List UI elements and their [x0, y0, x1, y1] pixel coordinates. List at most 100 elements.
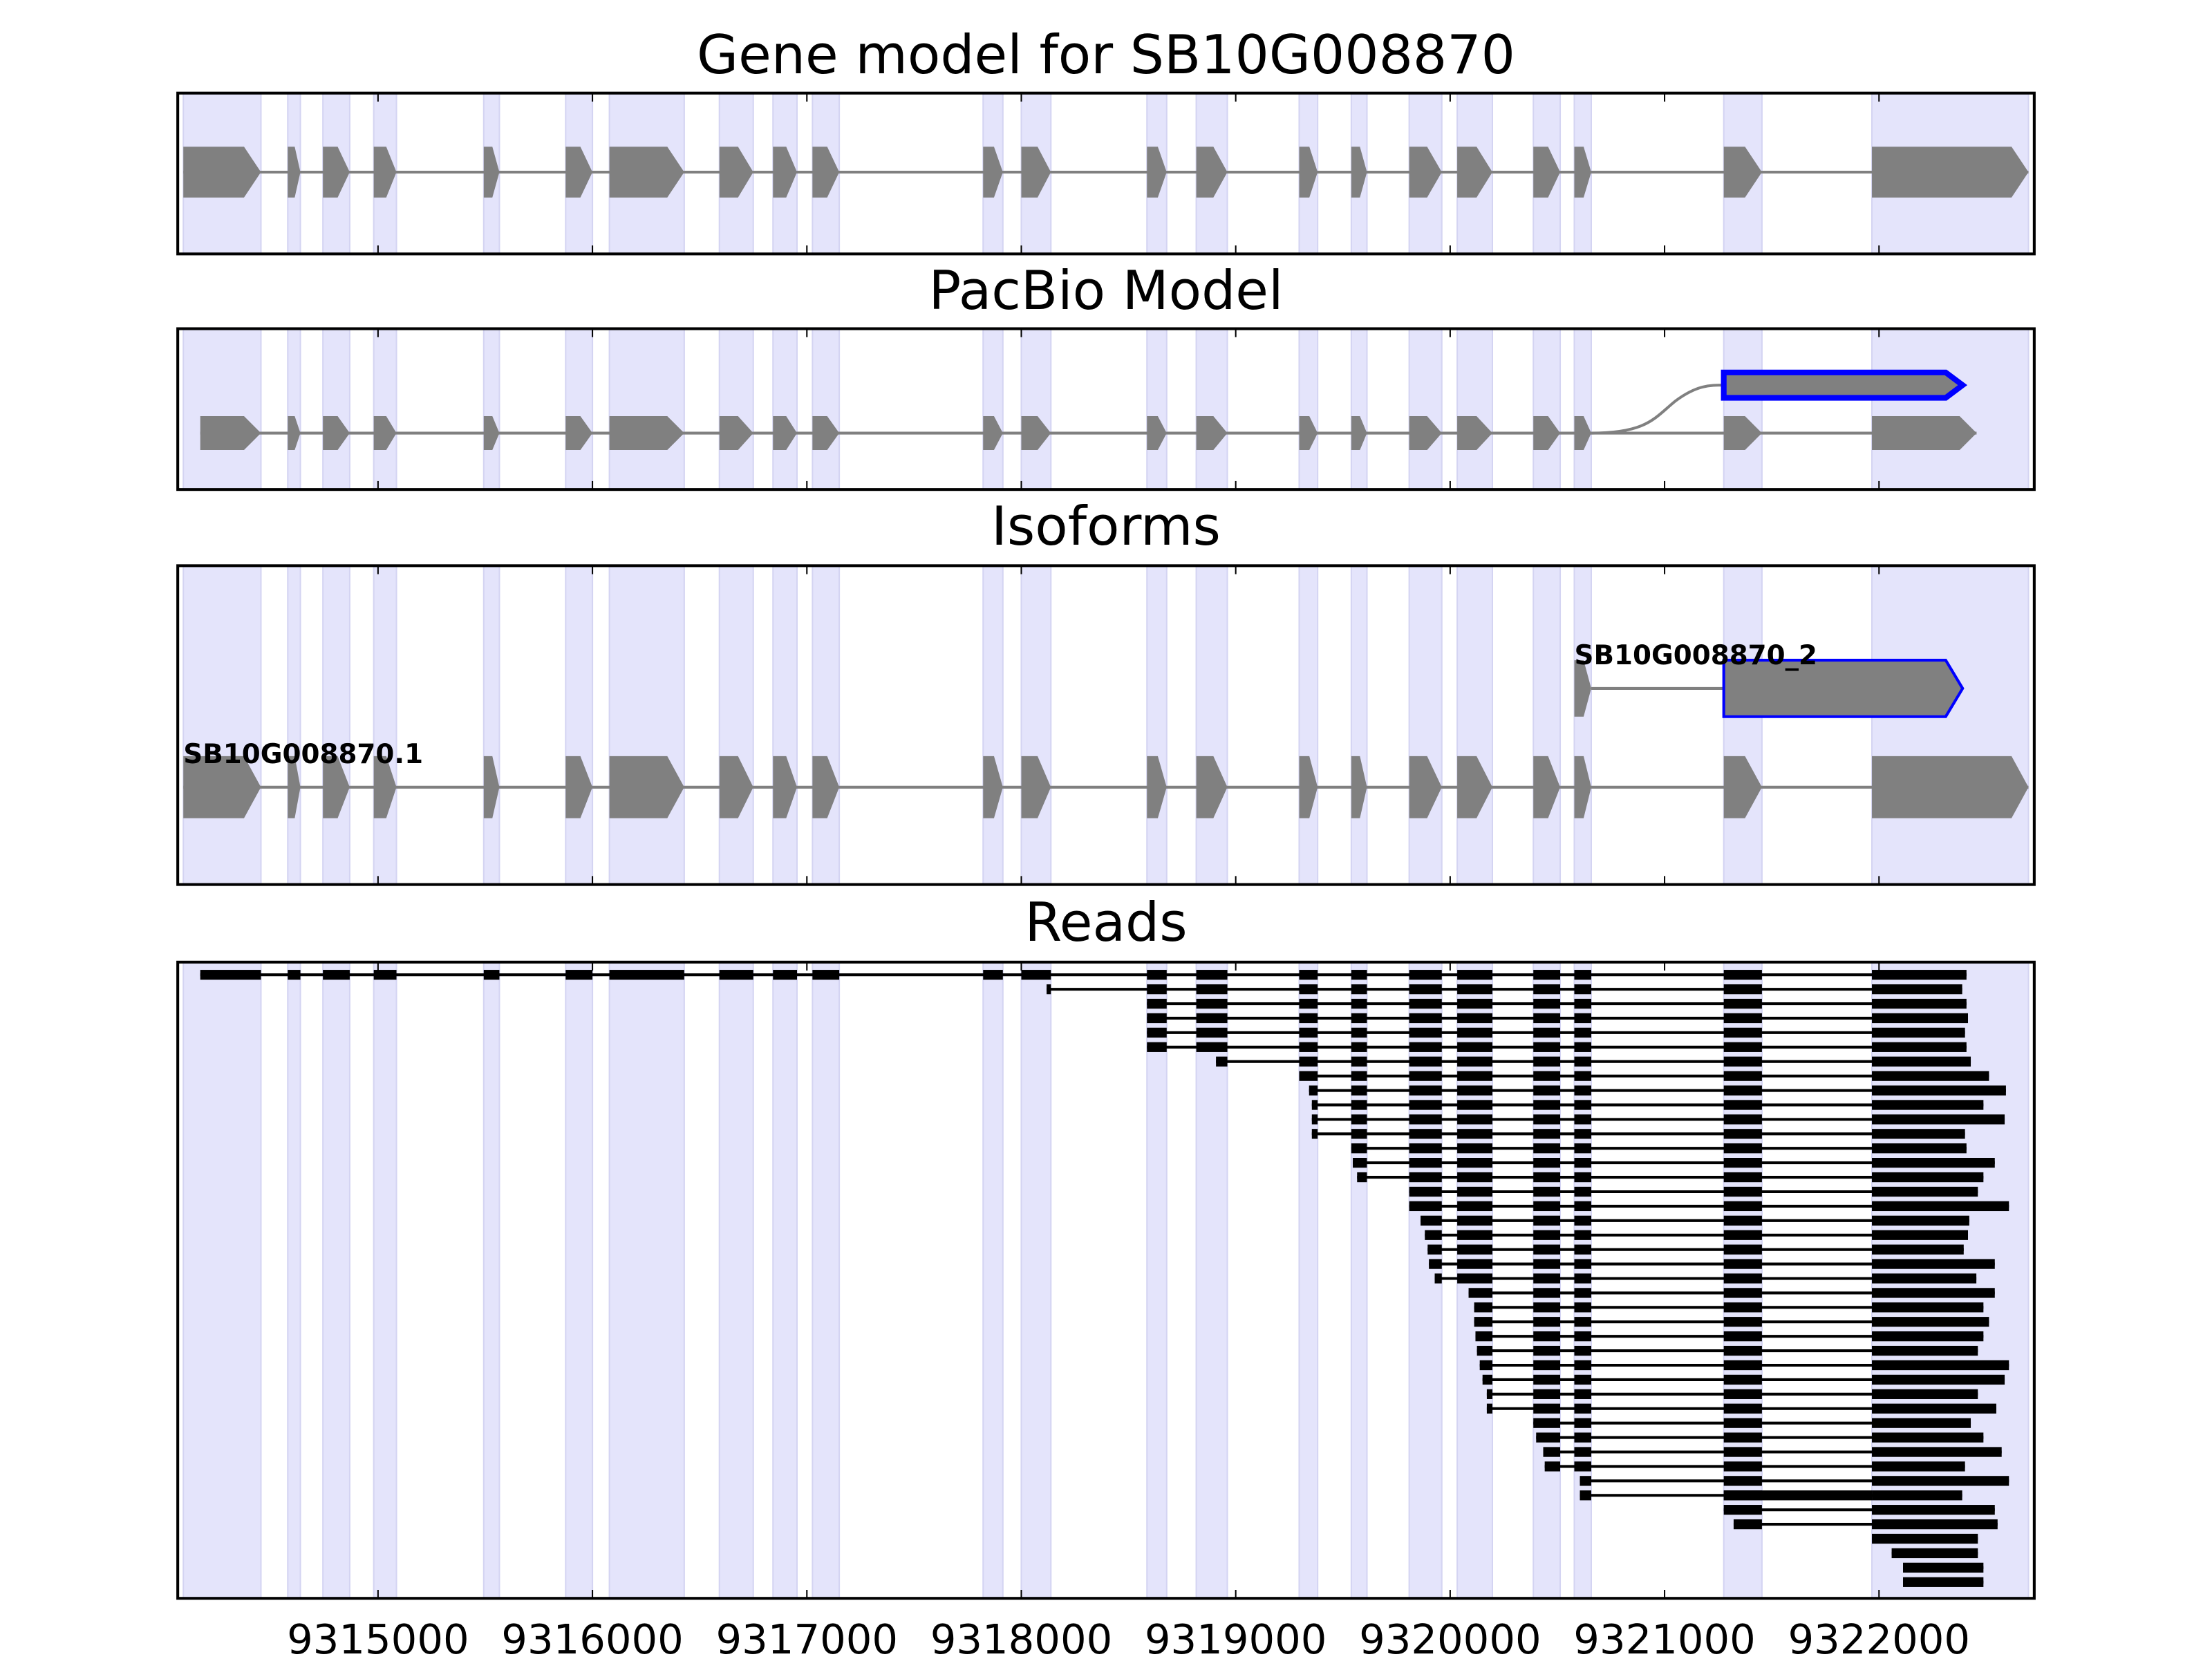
- exon-band: [772, 961, 798, 1600]
- read: [1479, 1360, 2009, 1371]
- exon-band: [182, 961, 262, 1600]
- read-block: [1351, 1114, 1367, 1125]
- read-block: [1533, 1172, 1561, 1183]
- x-tick-label: 9321000: [1573, 1615, 1756, 1659]
- read-block: [1723, 1143, 1762, 1154]
- read-block: [1574, 1244, 1591, 1255]
- isoform1-exon: [1872, 756, 2029, 818]
- read-block: [1351, 1143, 1367, 1154]
- exon-band: [1020, 961, 1052, 1600]
- read-block: [1533, 998, 1561, 1009]
- read-block: [1723, 1273, 1762, 1284]
- read-block: [1872, 1244, 1964, 1255]
- exon-band: [608, 328, 685, 491]
- read-block: [1872, 1071, 1989, 1081]
- read-block: [1872, 1447, 2002, 1457]
- pacbio-exon: [1409, 416, 1442, 451]
- read: [1427, 1244, 1964, 1255]
- read: [1903, 1577, 1984, 1587]
- exon-band: [1408, 328, 1443, 491]
- exon-band: [1723, 565, 1763, 885]
- read-block: [1474, 1317, 1492, 1327]
- gene-exon: [183, 147, 261, 198]
- read-block: [1574, 1360, 1591, 1371]
- read-block: [1574, 1158, 1591, 1168]
- exon-band: [287, 328, 301, 491]
- read-block: [1533, 1331, 1561, 1342]
- read: [1309, 1085, 2006, 1096]
- read-block: [1723, 1230, 1762, 1240]
- read: [1357, 1172, 1984, 1183]
- read-block: [1872, 1100, 1984, 1110]
- exon-band: [718, 328, 754, 491]
- gene-exon: [719, 147, 753, 198]
- read-block: [1409, 1100, 1442, 1110]
- read: [1425, 1230, 1969, 1240]
- read: [1723, 1505, 1995, 1515]
- read-block: [1409, 1201, 1442, 1212]
- read-block: [1457, 1013, 1492, 1024]
- read: [1421, 1215, 1969, 1226]
- gene-exon: [1872, 147, 2029, 198]
- read-block: [1457, 1143, 1492, 1154]
- panel-frame: [176, 960, 2036, 1600]
- exon-band: [1298, 565, 1319, 885]
- read-block: [1299, 1042, 1318, 1052]
- read-block: [1533, 1056, 1561, 1067]
- read-block: [1574, 1288, 1591, 1298]
- read-block: [1457, 1114, 1492, 1125]
- read-block: [1533, 1317, 1561, 1327]
- exon-band: [482, 328, 500, 491]
- read-block: [1574, 1100, 1591, 1110]
- exon-band: [718, 565, 754, 885]
- exon-band: [772, 565, 798, 885]
- pacbio-exon: [1872, 416, 1977, 451]
- read: [1486, 1403, 1996, 1414]
- exon-band: [287, 565, 301, 885]
- exon-band: [982, 328, 1004, 491]
- pacbio-alt-exon-highlighted: [1721, 369, 1968, 401]
- read-block: [1311, 1114, 1318, 1125]
- read-block: [1147, 984, 1167, 995]
- read-block: [1457, 1100, 1492, 1110]
- read-block: [1574, 1129, 1591, 1139]
- exon-band: [1146, 328, 1168, 491]
- read-block: [1351, 1013, 1367, 1024]
- read-block: [1872, 1114, 2005, 1125]
- read-block: [1457, 1042, 1492, 1052]
- read-block: [1409, 1042, 1442, 1052]
- exon-band: [373, 961, 397, 1600]
- pacbio-branch-curve: [1591, 384, 1724, 435]
- read-block: [1872, 998, 1967, 1009]
- read-block: [1580, 1476, 1591, 1486]
- exon-band: [1350, 328, 1368, 491]
- read-block: [1457, 1273, 1492, 1284]
- isoform-label-1: SB10G008870.1: [183, 739, 423, 770]
- read-block: [1486, 1403, 1492, 1414]
- read-block: [1147, 998, 1167, 1009]
- read-block: [1872, 1085, 2006, 1096]
- read-block: [1872, 1345, 1978, 1356]
- exon-band: [1020, 328, 1052, 491]
- read-block: [1723, 984, 1762, 995]
- read-block: [1733, 1519, 1762, 1530]
- read-block: [1872, 1288, 1995, 1298]
- read-block: [1457, 1071, 1492, 1081]
- read-block: [1196, 970, 1228, 980]
- read-block: [1543, 1447, 1561, 1457]
- exon-band: [608, 961, 685, 1600]
- gene-exon: [1457, 147, 1492, 198]
- read-block: [1409, 1158, 1442, 1168]
- exon-band: [772, 328, 798, 491]
- read-block: [1353, 1158, 1367, 1168]
- read: [1482, 1374, 2005, 1385]
- isoform1-exon: [983, 756, 1003, 818]
- pacbio-exon: [773, 416, 798, 451]
- read-block: [1533, 1403, 1561, 1414]
- read-block: [1311, 1100, 1318, 1110]
- read-block: [1409, 1129, 1442, 1139]
- read-block: [1872, 1519, 1998, 1530]
- exon-band: [1871, 328, 2030, 491]
- read: [1351, 1143, 1967, 1154]
- read-block: [1872, 1273, 1977, 1284]
